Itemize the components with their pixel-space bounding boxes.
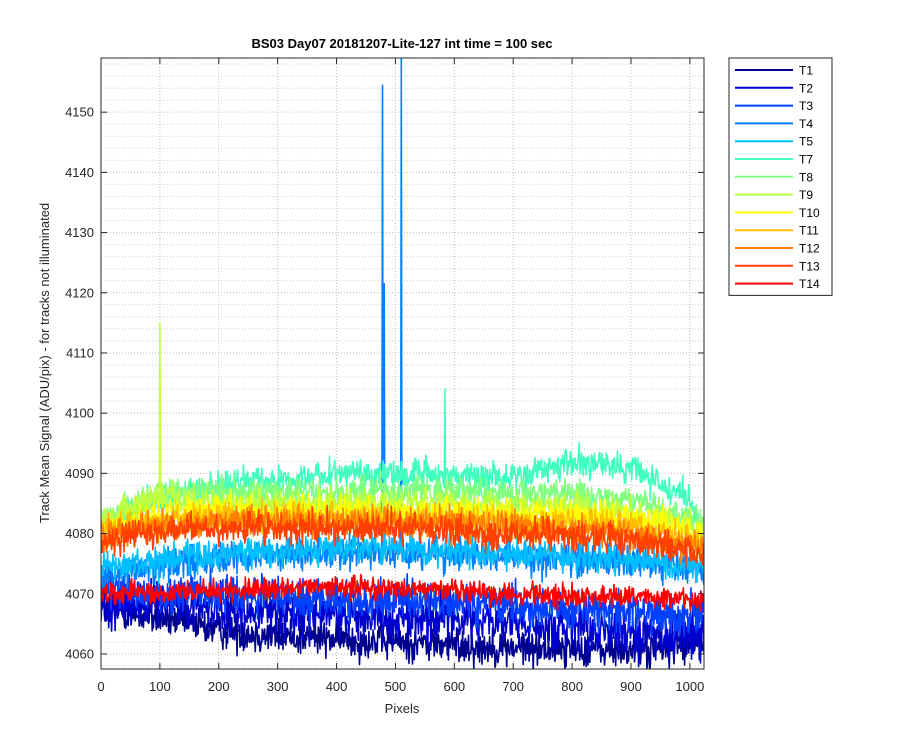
axis-ticks: 0 100 200 300 400 500 600 700 800 900 1000 4060 4070… (65, 58, 704, 694)
y-tick-label: 4110 (66, 345, 94, 360)
series-layer (101, 58, 704, 669)
legend-label: T9 (799, 188, 813, 202)
x-tick-label: 600 (443, 679, 465, 694)
series-line-t1 (101, 594, 704, 669)
y-axis-label: Track Mean Signal (ADU/pix) - for tracks… (37, 203, 52, 523)
legend: T1 T2 T3 T4 T5 T7 T8 T9 T10 T11 T12 T13 T14 (728, 57, 833, 296)
y-tick-label: 4150 (65, 105, 94, 120)
legend-label: T10 (799, 206, 820, 220)
legend-label: T3 (799, 99, 813, 113)
series-line-t5 (101, 529, 704, 584)
x-tick-label: 900 (620, 679, 642, 694)
legend-label: T2 (799, 81, 813, 95)
legend-label: T4 (799, 117, 813, 131)
x-tick-label: 700 (502, 679, 524, 694)
x-tick-label: 400 (326, 679, 348, 694)
x-axis-label: Pixels (385, 701, 420, 716)
y-tick-label: 4120 (65, 285, 94, 300)
legend-label: T5 (799, 135, 813, 149)
x-tick-label: 500 (385, 679, 407, 694)
y-tick-label: 4060 (65, 646, 94, 661)
legend-label: T8 (799, 170, 813, 184)
x-tick-label: 800 (561, 679, 583, 694)
chart-title: BS03 Day07 20181207-Lite-127 int time = … (252, 36, 553, 51)
series-line-t7 (101, 388, 704, 538)
y-tick-label: 4090 (65, 466, 94, 481)
y-tick-label: 4100 (65, 406, 94, 421)
legend-label: T13 (799, 259, 820, 273)
legend-label: T7 (799, 153, 813, 167)
legend-label: T11 (799, 224, 819, 238)
series-line-t14 (101, 573, 704, 613)
y-tick-label: 4080 (65, 526, 94, 541)
legend-label: T12 (799, 242, 820, 256)
x-tick-label: 300 (267, 679, 289, 694)
x-tick-label: 1000 (675, 679, 704, 694)
y-tick-label: 4130 (65, 225, 94, 240)
legend-label: T14 (799, 277, 820, 291)
y-tick-label: 4140 (65, 165, 94, 180)
axes-box (100, 57, 705, 670)
legend-label: T1 (799, 64, 813, 78)
series-line-t13 (101, 504, 704, 569)
x-tick-label: 0 (97, 679, 104, 694)
x-tick-label: 200 (208, 679, 230, 694)
y-tick-label: 4070 (65, 586, 94, 601)
x-tick-label: 100 (149, 679, 171, 694)
